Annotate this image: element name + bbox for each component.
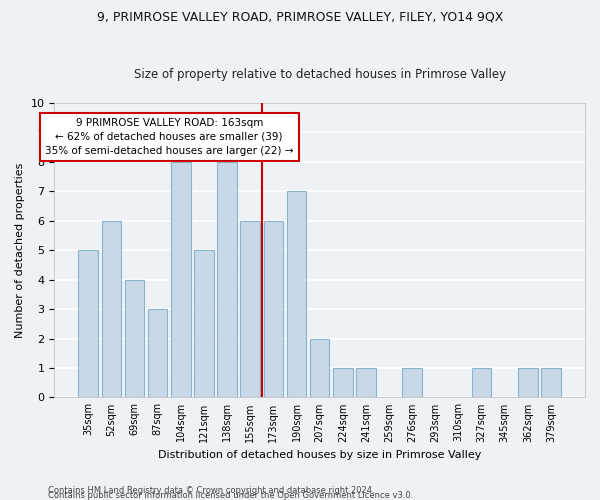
Bar [217, 162, 237, 398]
Text: 9 PRIMROSE VALLEY ROAD: 163sqm
← 62% of detached houses are smaller (39)
35% of : 9 PRIMROSE VALLEY ROAD: 163sqm ← 62% of … [45, 118, 293, 156]
Bar [101, 221, 121, 398]
Text: Contains public sector information licensed under the Open Government Licence v3: Contains public sector information licen… [48, 491, 413, 500]
Bar [356, 368, 376, 398]
X-axis label: Distribution of detached houses by size in Primrose Valley: Distribution of detached houses by size … [158, 450, 481, 460]
Bar [125, 280, 145, 398]
Bar [518, 368, 538, 398]
Bar [263, 221, 283, 398]
Bar [333, 368, 353, 398]
Bar [171, 162, 191, 398]
Text: 9, PRIMROSE VALLEY ROAD, PRIMROSE VALLEY, FILEY, YO14 9QX: 9, PRIMROSE VALLEY ROAD, PRIMROSE VALLEY… [97, 10, 503, 23]
Bar [287, 192, 307, 398]
Bar [472, 368, 491, 398]
Bar [79, 250, 98, 398]
Bar [310, 338, 329, 398]
Bar [541, 368, 561, 398]
Bar [241, 221, 260, 398]
Title: Size of property relative to detached houses in Primrose Valley: Size of property relative to detached ho… [134, 68, 506, 81]
Bar [148, 309, 167, 398]
Bar [403, 368, 422, 398]
Text: Contains HM Land Registry data © Crown copyright and database right 2024.: Contains HM Land Registry data © Crown c… [48, 486, 374, 495]
Bar [194, 250, 214, 398]
Y-axis label: Number of detached properties: Number of detached properties [15, 162, 25, 338]
